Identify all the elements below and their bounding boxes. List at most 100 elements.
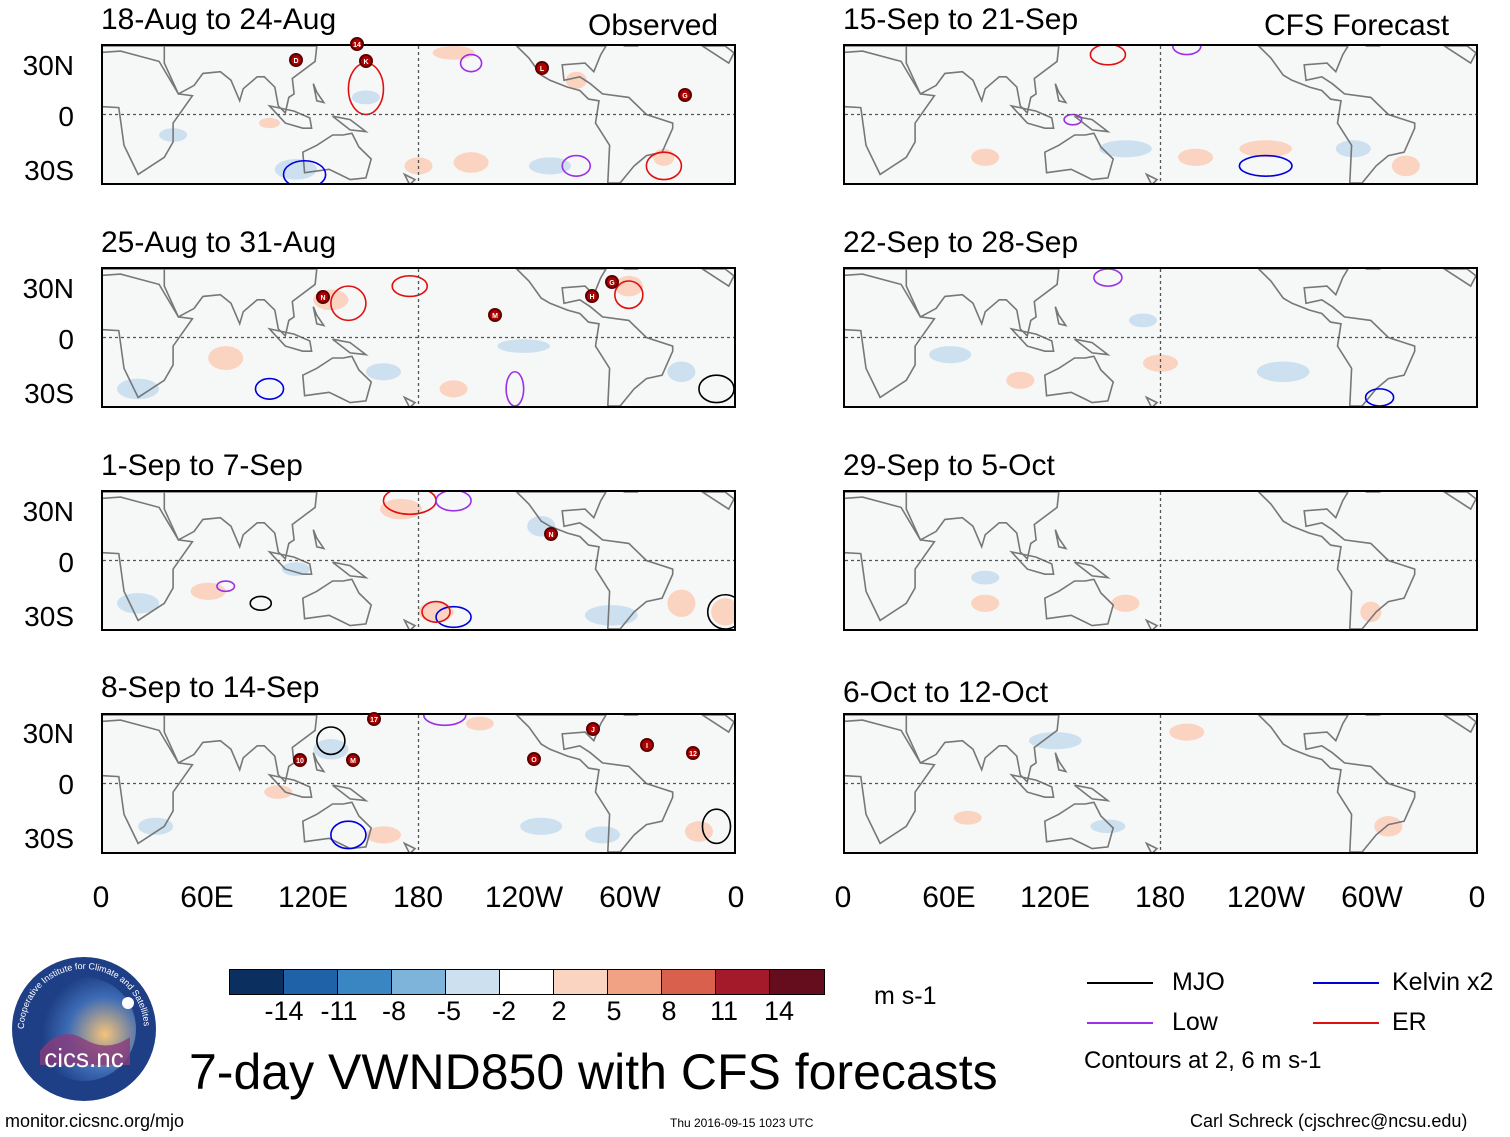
y-tick-30s-row3: 30S	[24, 601, 74, 632]
colorbar-swatch	[338, 970, 392, 994]
x-tick-120e-right: 120E	[1019, 881, 1091, 914]
y-tick-eq-row2: 0	[58, 324, 74, 355]
positive-anomaly	[453, 152, 489, 173]
negative-anomaly	[971, 570, 1000, 585]
coastline	[332, 561, 369, 579]
positive-anomaly	[1169, 723, 1205, 741]
positive-anomaly	[1142, 354, 1179, 372]
coastline	[103, 719, 194, 845]
positive-anomaly	[711, 598, 734, 626]
map-svg	[845, 46, 1476, 183]
panel-title-4: 8-Sep to 14-Sep	[101, 671, 320, 704]
tropical-cyclone-icon: M	[488, 308, 502, 322]
map-panel-3	[101, 490, 736, 631]
tropical-cyclone-icon: 17	[367, 712, 381, 726]
coastline	[1074, 115, 1111, 133]
colorbar-tick-label: 14	[763, 996, 795, 1026]
tropical-cyclone-icon: 10	[293, 753, 307, 767]
tropical-cyclone-icon: N	[544, 527, 558, 541]
tropical-cyclone-icon: 14	[350, 37, 364, 51]
colorbar-tick-label: -5	[436, 996, 462, 1026]
colorbar-swatch	[500, 970, 554, 994]
wave-contour	[459, 53, 483, 73]
positive-anomaly	[264, 785, 293, 799]
map-svg	[845, 492, 1476, 629]
negative-anomaly	[1256, 361, 1310, 383]
positive-anomaly	[684, 821, 713, 842]
coastline	[515, 715, 674, 852]
coastline	[332, 338, 369, 356]
wave-contour	[421, 600, 451, 623]
coastline	[267, 104, 313, 129]
coastline	[402, 172, 417, 183]
colorbar-swatch	[554, 970, 608, 994]
x-tick-60e-left: 60E	[180, 881, 234, 914]
negative-anomaly	[365, 363, 401, 381]
positive-anomaly	[439, 380, 468, 398]
coastline	[1054, 306, 1068, 327]
coastline	[700, 492, 734, 511]
coastline	[1144, 841, 1159, 852]
map-panel-2	[101, 267, 736, 408]
negative-anomaly	[667, 361, 696, 383]
coastline	[515, 492, 674, 629]
tropical-cyclone-icon: M	[346, 753, 360, 767]
colorbar-units: m s-1	[874, 982, 937, 1010]
coastline	[103, 492, 318, 561]
negative-anomaly	[274, 159, 317, 180]
colorbar-swatch	[770, 970, 824, 994]
coastline	[1442, 715, 1476, 734]
tropical-cyclone-icon: L	[535, 61, 549, 75]
x-tick-60w-left: 60W	[599, 881, 661, 914]
negative-anomaly	[497, 339, 550, 353]
coastline	[1144, 618, 1159, 629]
coastline	[845, 46, 1060, 115]
wave-contour	[330, 285, 367, 322]
negative-anomaly	[281, 562, 310, 576]
map-panel-8	[843, 713, 1478, 854]
coastline	[312, 752, 326, 773]
coastline	[301, 578, 373, 627]
colorbar-tick-label: 11	[709, 996, 739, 1026]
coastline	[1257, 492, 1416, 629]
tropical-cyclone-icon: O	[527, 752, 541, 766]
positive-anomaly	[1239, 140, 1292, 158]
coastline	[515, 269, 674, 406]
coastline	[267, 327, 313, 352]
coastline	[1074, 784, 1111, 802]
colorbar-tick-label: -2	[491, 996, 517, 1026]
coastline	[402, 395, 417, 406]
wave-contour	[1093, 269, 1123, 287]
y-tick-30s-row2: 30S	[24, 378, 74, 409]
footer-timestamp: Thu 2016-09-15 1023 UTC	[670, 1116, 814, 1130]
tropical-cyclone-icon: 12	[686, 746, 700, 760]
tropical-cyclone-icon: I	[640, 738, 654, 752]
coastline	[1442, 46, 1476, 65]
coastline	[1009, 327, 1055, 352]
y-tick-30n-row4: 30N	[22, 718, 74, 749]
legend-low-label: Low	[1172, 1008, 1218, 1036]
colorbar-swatch	[716, 970, 770, 994]
positive-anomaly	[418, 601, 454, 623]
y-tick-eq-row3: 0	[58, 547, 74, 578]
coastline	[301, 801, 373, 850]
positive-anomaly	[667, 589, 696, 618]
coastline	[700, 269, 734, 288]
coastline	[312, 306, 326, 327]
positive-anomaly	[1006, 371, 1035, 389]
coastline	[845, 496, 936, 622]
legend-er-label: ER	[1392, 1008, 1427, 1036]
negative-anomaly	[1335, 140, 1371, 158]
negative-anomaly	[1128, 313, 1157, 328]
y-tick-30s-row4: 30S	[24, 823, 74, 854]
positive-anomaly	[565, 71, 587, 89]
wave-contour	[614, 280, 644, 310]
colorbar-swatch	[446, 970, 500, 994]
x-tick-120e-left: 120E	[277, 881, 349, 914]
positive-anomaly	[614, 275, 643, 297]
wave-contour	[561, 154, 592, 177]
panel-title-2: 25-Aug to 31-Aug	[101, 226, 337, 259]
wave-contour	[316, 726, 346, 756]
x-tick-120w-left: 120W	[484, 881, 564, 914]
wave-contour	[422, 715, 467, 727]
